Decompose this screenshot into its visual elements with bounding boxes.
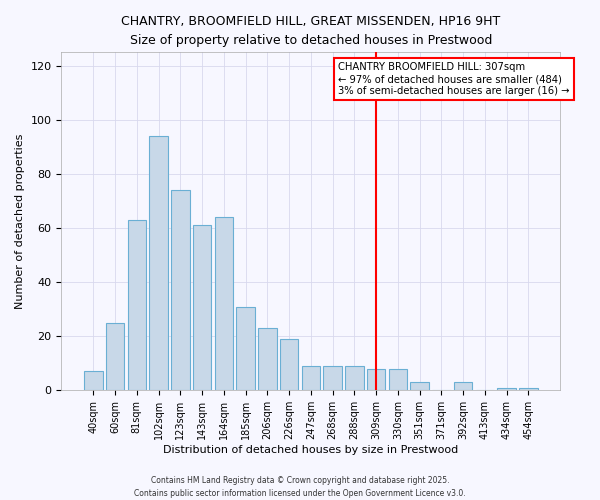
Bar (345, 366, 364, 390)
Bar (519, 388, 538, 390)
Bar (258, 328, 277, 390)
Bar (454, 382, 472, 390)
Bar (106, 322, 124, 390)
Bar (128, 220, 146, 390)
Bar (171, 190, 190, 390)
Bar (367, 368, 385, 390)
Bar (215, 218, 233, 390)
Bar (323, 366, 342, 390)
Bar (236, 306, 255, 390)
Bar (410, 382, 429, 390)
Y-axis label: Number of detached properties: Number of detached properties (15, 134, 25, 309)
Bar (389, 368, 407, 390)
Bar (302, 366, 320, 390)
Text: Contains HM Land Registry data © Crown copyright and database right 2025.
Contai: Contains HM Land Registry data © Crown c… (134, 476, 466, 498)
Bar (193, 226, 211, 390)
Text: CHANTRY BROOMFIELD HILL: 307sqm
← 97% of detached houses are smaller (484)
3% of: CHANTRY BROOMFIELD HILL: 307sqm ← 97% of… (338, 62, 570, 96)
Bar (149, 136, 168, 390)
Bar (497, 388, 516, 390)
Title: CHANTRY, BROOMFIELD HILL, GREAT MISSENDEN, HP16 9HT
Size of property relative to: CHANTRY, BROOMFIELD HILL, GREAT MISSENDE… (121, 15, 500, 47)
X-axis label: Distribution of detached houses by size in Prestwood: Distribution of detached houses by size … (163, 445, 458, 455)
Bar (280, 339, 298, 390)
Bar (84, 372, 103, 390)
